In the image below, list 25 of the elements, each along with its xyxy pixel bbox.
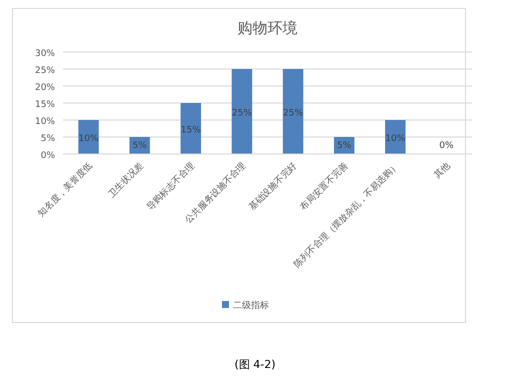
data-label: 25% (283, 108, 304, 118)
bar (282, 69, 304, 154)
y-tick-label: 25% (34, 66, 56, 76)
x-tick-label: 基础设施不完好 (246, 160, 300, 213)
data-label: 25% (232, 108, 252, 118)
text: (图 4-2) (234, 358, 276, 371)
y-tick-label: 30% (34, 49, 56, 59)
data-label: 15% (180, 126, 202, 136)
legend-label: 二级指标 (233, 300, 269, 311)
bar (232, 69, 252, 154)
x-tick-label: 其他 (432, 160, 453, 181)
y-tick-label: 10% (34, 117, 56, 127)
y-tick-label: 5% (40, 134, 56, 144)
x-tick-label: 卫生状况差 (106, 160, 146, 200)
bar (180, 103, 202, 154)
chart-title: 购物环境 (238, 19, 298, 37)
data-label: 5% (132, 141, 148, 151)
y-tick-label: 15% (34, 100, 56, 110)
data-label: 10% (78, 134, 100, 144)
x-tick-label: 知名度，美誉度低 (36, 160, 95, 220)
y-tick-label: 0% (40, 151, 56, 161)
data-label: 5% (337, 141, 352, 151)
y-tick-label: 20% (34, 83, 56, 93)
data-label: 10% (385, 134, 406, 144)
data-label: 0% (439, 141, 454, 151)
